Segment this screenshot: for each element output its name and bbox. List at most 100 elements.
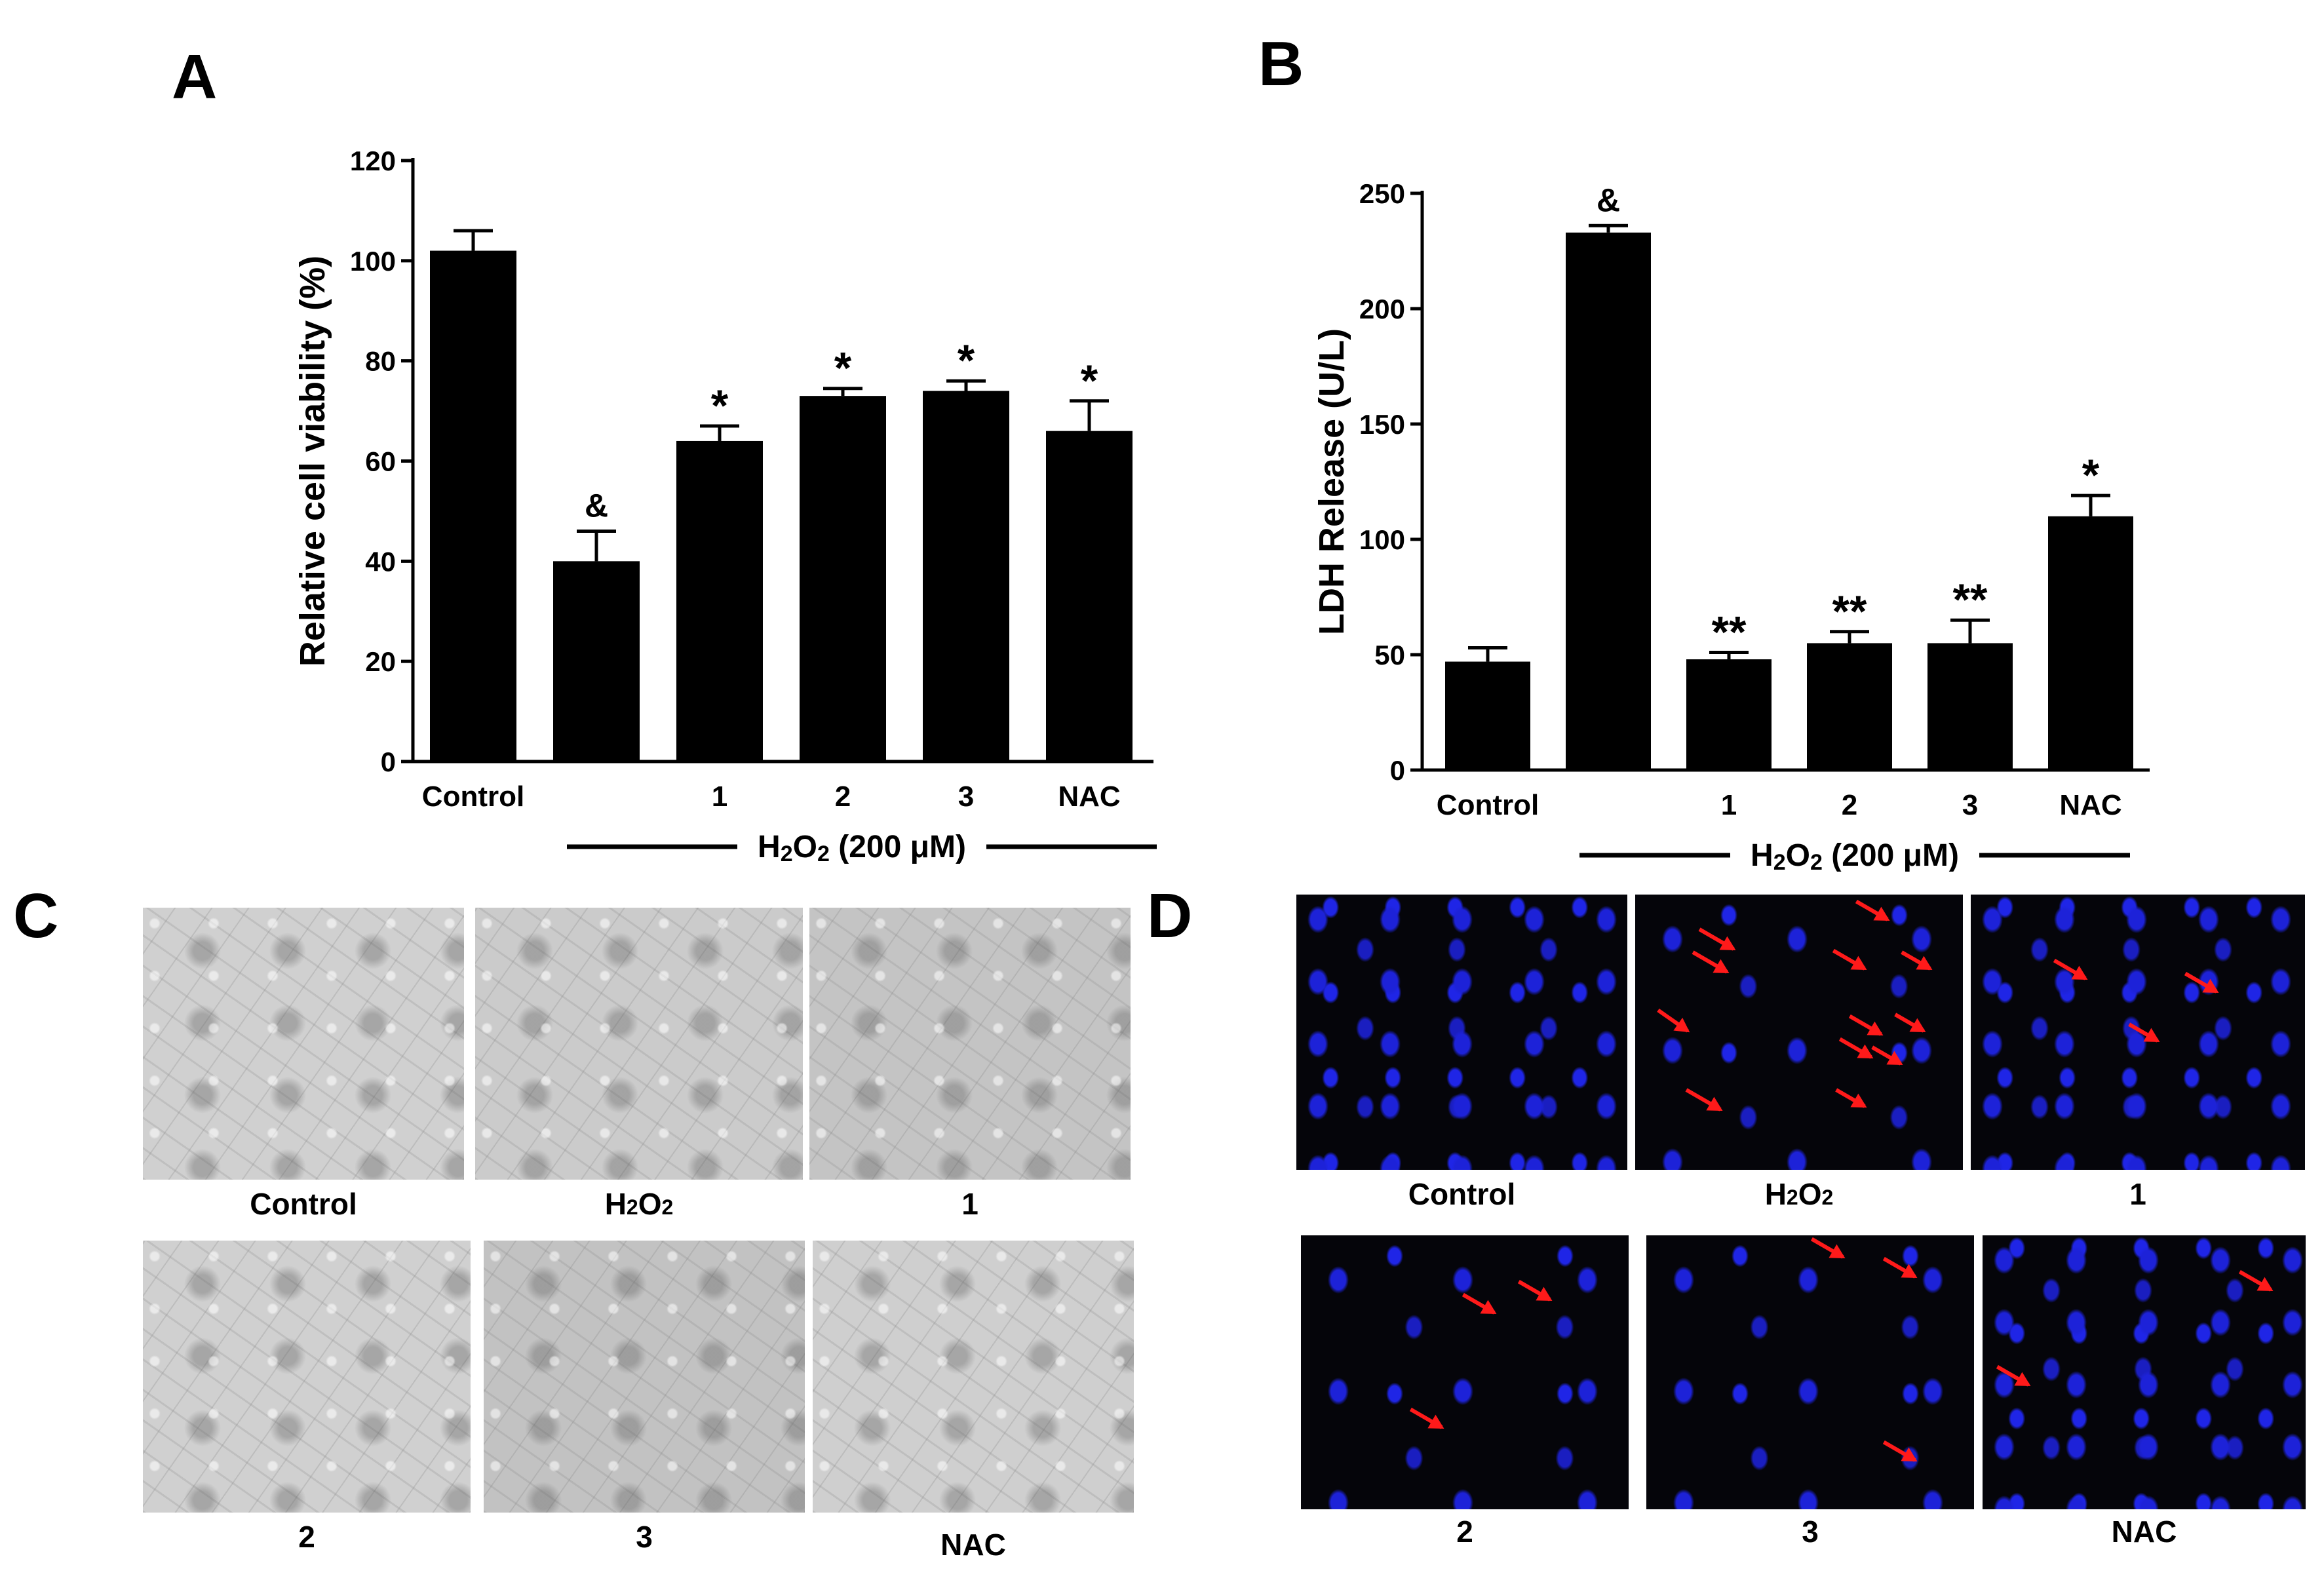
micrograph-compound-2	[143, 1241, 471, 1513]
caption-c-control: Control	[250, 1187, 357, 1221]
red-arrow-icon	[1882, 1256, 1916, 1279]
red-arrow-icon	[2238, 1269, 2272, 1292]
chart-b-y-tick-label: 200	[1359, 294, 1405, 324]
red-arrow-icon	[1409, 1407, 1443, 1429]
red-arrow-icon	[2184, 971, 2218, 994]
caption-d-compound-2: 2	[1456, 1515, 1473, 1549]
chart-a-y-tick-label: 120	[350, 145, 396, 176]
chart-a-y-tick-label: 100	[350, 246, 396, 277]
red-arrow-icon	[1871, 1045, 1902, 1066]
panel-label-a: A	[172, 42, 218, 112]
caption-d-nac: NAC	[2111, 1515, 2177, 1549]
fluorescence-compound-3	[1646, 1235, 1974, 1509]
caption-d-compound-3: 3	[1802, 1515, 1819, 1549]
caption-c-compound-2: 2	[298, 1520, 315, 1554]
chart-a-significance-mark: *	[958, 336, 975, 385]
red-arrow-icon	[1901, 950, 1931, 971]
chart-a-y-tick-label: 60	[365, 446, 396, 477]
chart-b-x-tick-label: NAC	[2059, 789, 2121, 821]
micrograph-h2o2	[475, 908, 803, 1180]
chart-a-significance-mark: *	[711, 381, 729, 431]
chart-b-bar	[1686, 659, 1772, 770]
chart-a-bar	[923, 391, 1009, 762]
chart-b-group-label-bg	[1730, 830, 1979, 872]
chart-a-bar	[676, 440, 763, 762]
micrograph-nac	[813, 1241, 1134, 1513]
chart-b-x-tick-label: 2	[1842, 789, 1857, 821]
red-arrow-icon	[1462, 1292, 1496, 1315]
chart-b-y-axis-label: LDH Release (U/L)	[1312, 328, 1351, 635]
caption-d-control: Control	[1408, 1177, 1516, 1211]
caption-c-nac: NAC	[940, 1528, 1006, 1562]
red-arrow-icon	[1835, 1088, 1866, 1108]
chart-b-y-tick-label: 250	[1359, 178, 1405, 209]
fluorescence-nac	[1983, 1235, 2306, 1509]
fluorescence-control	[1296, 895, 1627, 1170]
chart-b-y-tick-label: 100	[1359, 524, 1405, 555]
micrograph-compound-1	[809, 908, 1131, 1180]
chart-a-y-tick-label: 40	[365, 546, 396, 577]
red-arrow-icon	[1832, 948, 1866, 971]
chart-a-x-tick-label: 2	[835, 781, 851, 813]
chart-b-significance-mark: **	[1832, 587, 1867, 636]
chart-b-x-tick-label: 1	[1721, 789, 1737, 821]
chart-b-bar	[1445, 661, 1530, 770]
micrograph-compound-3	[484, 1241, 805, 1513]
chart-b-group-label: H2O2 (200 μM)	[1751, 838, 1959, 872]
fluorescence-h2o2	[1635, 895, 1963, 1170]
caption-c-h2o2: H2O2	[604, 1187, 674, 1221]
chart-b-x-tick-label: Control	[1437, 789, 1539, 821]
chart-b-significance-mark: **	[1712, 607, 1747, 657]
chart-a-bar	[800, 396, 886, 762]
chart-a-y-tick-label: 80	[365, 346, 396, 377]
chart-b-y-tick-label: 0	[1390, 755, 1405, 786]
red-arrow-icon	[1996, 1364, 2030, 1387]
chart-b-x-tick-label: 3	[1962, 789, 1978, 821]
red-arrow-icon	[1692, 950, 1728, 974]
chart-a-x-tick-label: 3	[958, 781, 974, 813]
caption-d-h2o2: H2O2	[1764, 1177, 1834, 1211]
panel-label-d: D	[1147, 881, 1193, 951]
red-arrow-icon	[1882, 1440, 1916, 1462]
chart-b-y-tick-label: 50	[1374, 640, 1405, 670]
red-arrow-icon	[1685, 1088, 1722, 1111]
chart-a-y-tick-label: 20	[365, 646, 396, 677]
micrograph-control	[143, 908, 464, 1180]
chart-a-significance-mark: &	[585, 487, 608, 524]
caption-c-compound-1: 1	[961, 1187, 978, 1221]
red-arrow-icon	[1517, 1279, 1551, 1302]
chart-a-y-axis-label: Relative cell viability (%)	[293, 256, 332, 666]
chart-b-bar	[1566, 232, 1651, 771]
red-arrow-icon	[2128, 1022, 2159, 1043]
chart-a-group-label-bg	[737, 822, 986, 868]
chart-a-x-tick-label: 1	[712, 781, 727, 813]
red-arrow-icon	[1698, 927, 1735, 951]
chart-b-significance-mark: *	[2082, 450, 2100, 500]
chart-b-significance-mark: &	[1597, 182, 1620, 218]
chart-a-cell-viability: 0 20 40 60 80 100 120 Relative cell viability (…	[293, 145, 1157, 868]
chart-a-bar	[553, 561, 640, 762]
panel-label-b: B	[1258, 29, 1304, 99]
red-arrow-icon	[1838, 1037, 1872, 1059]
panel-label-c: C	[13, 881, 59, 951]
caption-c-compound-3: 3	[636, 1520, 653, 1554]
red-arrow-icon	[2053, 958, 2087, 980]
fluorescence-compound-2	[1301, 1235, 1629, 1509]
chart-b-bar	[2048, 516, 2133, 770]
red-arrow-icon	[1894, 1013, 1925, 1033]
chart-b-y-tick-label: 150	[1359, 409, 1405, 440]
chart-b-ldh-release: 0 50 100 150 200 250 LDH Release (U/L) Control &…	[1312, 178, 2150, 872]
chart-a-group-label: H2O2 (200 μM)	[758, 830, 966, 866]
red-arrow-icon	[1810, 1237, 1844, 1259]
fluorescence-compound-1	[1971, 895, 2305, 1170]
chart-a-bar	[1046, 431, 1133, 762]
chart-b-significance-mark: **	[1953, 575, 1988, 625]
caption-d-compound-1: 1	[2129, 1177, 2146, 1211]
chart-b-bar	[1807, 643, 1892, 770]
red-arrow-icon	[1855, 899, 1889, 921]
chart-a-x-tick-label: Control	[422, 781, 524, 813]
chart-a-x-tick-label: NAC	[1058, 781, 1120, 813]
chart-a-y-tick-label: 0	[381, 746, 396, 777]
chart-a-significance-mark: *	[834, 343, 852, 393]
chart-a-significance-mark: *	[1081, 356, 1098, 406]
